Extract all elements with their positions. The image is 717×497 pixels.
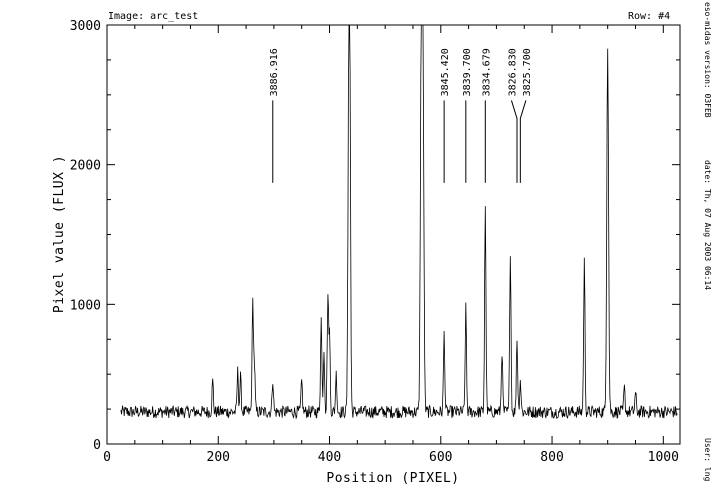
line-id-marker — [510, 100, 518, 183]
x-tick-label: 600 — [429, 450, 452, 465]
x-tick-label: 200 — [207, 450, 230, 465]
y-tick-label: 2000 — [70, 159, 101, 174]
x-tick-label: 0 — [103, 450, 111, 465]
y-tick-label: 0 — [93, 438, 101, 453]
image-label: Image: arc_test — [108, 11, 199, 22]
plot-date: date: Th, 07 Aug 2003 06:14 — [703, 160, 712, 291]
x-tick-label: 1000 — [648, 450, 679, 465]
axis-tick-labels: 0 200 400 600 800 1000 0 1000 2000 3000 — [70, 19, 679, 465]
x-tick-label: 800 — [540, 450, 563, 465]
y-axis-label: Pixel value (FLUX ) — [52, 155, 67, 313]
line-identifications: 3886.916 3845.420 3839.700 3834.679 3826.830… — [269, 48, 533, 183]
user-label: User: lng — [703, 438, 712, 482]
x-tick-label: 400 — [318, 450, 341, 465]
plot-frame — [106, 24, 681, 445]
line-id-label: 3886.916 — [269, 48, 280, 96]
x-axis-label: Position (PIXEL) — [326, 471, 459, 486]
axis-ticks — [106, 24, 680, 445]
y-tick-label: 3000 — [70, 19, 101, 34]
line-id-label: 3825.700 — [522, 48, 533, 96]
line-id-label: 3839.700 — [462, 48, 473, 96]
row-label: Row: #4 — [628, 11, 671, 22]
line-id-marker — [519, 100, 527, 183]
line-id-label: 3826.830 — [507, 48, 518, 96]
y-tick-label: 1000 — [70, 298, 101, 313]
spectrum-line — [120, 24, 678, 420]
line-id-label: 3834.679 — [481, 48, 492, 96]
midas-version: eso-midas version: 03FEB — [703, 2, 712, 118]
line-id-label: 3845.420 — [440, 48, 451, 96]
